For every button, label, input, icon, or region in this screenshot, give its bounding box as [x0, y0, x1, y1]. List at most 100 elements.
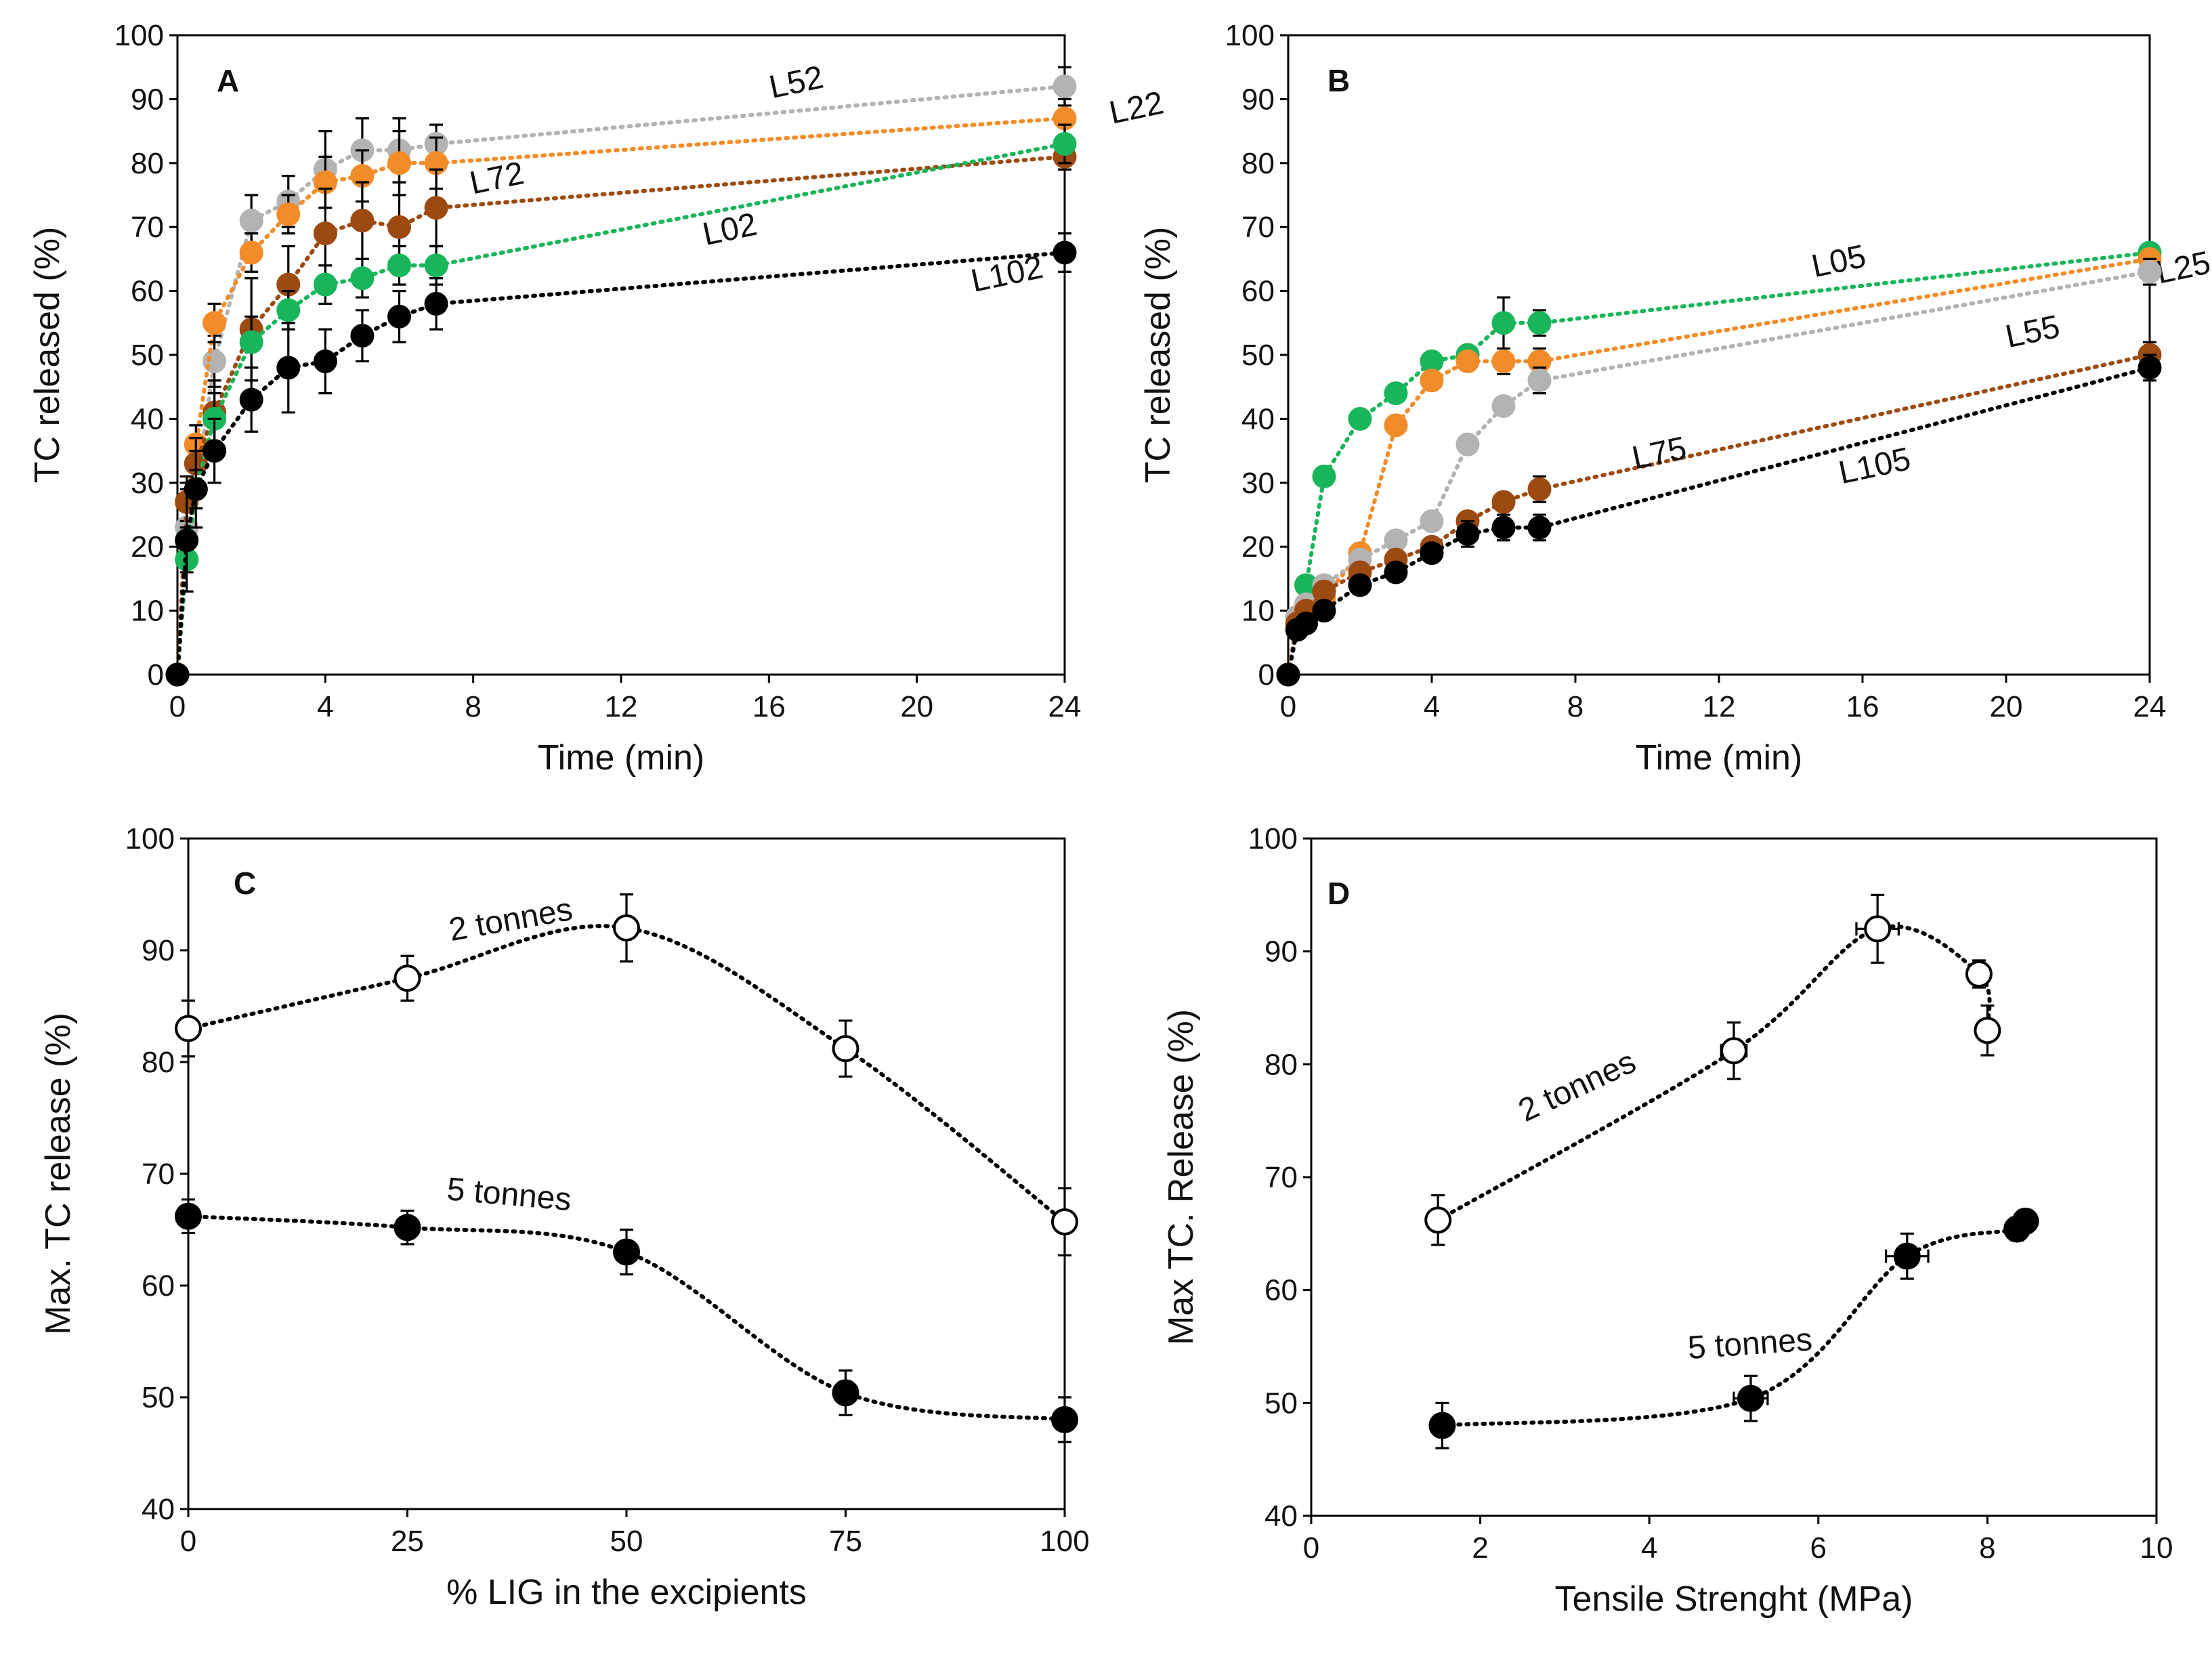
data-point [832, 1379, 859, 1407]
data-point [276, 298, 301, 322]
data-point [1491, 490, 1516, 514]
series-label: 2 tonnes [446, 891, 576, 948]
data-point [1491, 515, 1516, 540]
y-tick-label: 40 [142, 1493, 175, 1526]
data-point [424, 196, 448, 220]
y-tick-label: 20 [131, 530, 164, 564]
data-point [1276, 662, 1300, 687]
data-point [184, 477, 208, 501]
x-tick-label: 0 [169, 690, 186, 723]
y-tick-label: 80 [131, 147, 164, 180]
y-tick-label: 60 [142, 1269, 175, 1302]
data-point [1491, 394, 1516, 419]
y-tick-label: 90 [1264, 935, 1298, 969]
data-point [2137, 356, 2162, 380]
series-l02: L02 [165, 123, 1077, 687]
series-label: 5 tonnes [446, 1171, 573, 1218]
series-label: L72 [467, 155, 527, 201]
data-point [350, 324, 375, 348]
data-point [387, 215, 411, 239]
series-line [175, 251, 1067, 677]
data-point [1052, 131, 1077, 156]
x-tick-label: 8 [1979, 1531, 1995, 1565]
series-label: L52 [766, 60, 826, 106]
y-tick-label: 60 [1264, 1274, 1298, 1307]
y-axis-label: TC released (%) [1139, 227, 1178, 484]
data-point [1974, 1017, 2001, 1044]
x-tick-label: 75 [829, 1525, 862, 1558]
y-tick-label: 80 [142, 1046, 175, 1079]
data-point [350, 266, 375, 291]
series-l05: L05 [1276, 238, 2162, 687]
series-l105: L105 [1276, 354, 2162, 687]
series-line [175, 116, 1067, 677]
x-tick-label: 25 [391, 1525, 424, 1558]
data-point [613, 1238, 640, 1266]
data-point [387, 253, 411, 278]
y-tick-label: 50 [1241, 339, 1275, 372]
data-point [1312, 464, 1336, 488]
series-label: L05 [1808, 238, 1869, 284]
y-tick-label: 100 [1225, 19, 1275, 52]
data-point [1527, 515, 1552, 540]
y-tick-label: 50 [1264, 1386, 1298, 1420]
data-point [313, 349, 337, 373]
y-tick-label: 70 [1264, 1161, 1298, 1194]
data-point [387, 304, 411, 328]
data-point [424, 291, 448, 316]
series-l55: L55 [1276, 257, 2162, 687]
series-2-tonnes: 2 tonnes [1424, 893, 2001, 1246]
series-2-tonnes: 2 tonnes [175, 891, 1078, 1257]
x-tick-label: 4 [1641, 1531, 1657, 1565]
data-point [276, 202, 301, 226]
y-axis-label: TC released (%) [28, 227, 67, 484]
data-point [1348, 573, 1372, 597]
y-tick-label: 100 [125, 822, 175, 855]
y-tick-label: 70 [1241, 211, 1275, 244]
y-tick-label: 40 [1241, 402, 1275, 436]
y-tick-label: 100 [114, 19, 164, 52]
data-point [1527, 477, 1552, 501]
x-tick-label: 4 [1424, 690, 1440, 723]
data-point [1051, 1208, 1078, 1235]
y-tick-label: 90 [1241, 83, 1275, 116]
data-point [1455, 432, 1480, 457]
data-point [1455, 522, 1480, 546]
data-point [1424, 1206, 1452, 1234]
series-line [175, 154, 1067, 677]
series-l72: L72 [165, 142, 1077, 687]
data-point [203, 439, 227, 463]
series-line [175, 84, 1067, 677]
panel-C: 40 50 60 70 80 90 100 0 25 50 75 100 % LIG in the ex… [39, 822, 1090, 1612]
y-tick-label: 90 [142, 934, 175, 967]
data-point [1420, 368, 1444, 393]
data-point [1420, 509, 1444, 533]
y-tick-label: 70 [131, 211, 164, 244]
x-tick-label: 8 [1567, 690, 1583, 723]
data-point [832, 1035, 859, 1063]
series-label: L102 [968, 249, 1046, 299]
x-tick-label: 10 [2140, 1531, 2173, 1565]
y-tick-label: 50 [142, 1381, 175, 1414]
data-point [1052, 75, 1077, 99]
data-point [1384, 413, 1408, 438]
data-point [1737, 1384, 1764, 1412]
data-point [2137, 259, 2162, 284]
series-label: L105 [1835, 441, 1913, 491]
data-point [424, 253, 448, 278]
y-tick-label: 60 [131, 275, 164, 308]
panel-B: 0 10 20 30 40 50 60 70 80 90 100 0 4 8 12 16 20 24 Time (m… [1139, 19, 2212, 778]
series-l22: L22 [165, 85, 1167, 687]
data-point [175, 1202, 202, 1230]
data-point [203, 349, 227, 373]
panel-label: D [1327, 876, 1350, 911]
data-point [1420, 541, 1444, 566]
x-tick-label: 0 [1280, 690, 1296, 723]
data-point [394, 964, 421, 992]
x-tick-label: 20 [900, 690, 933, 723]
series-label: L55 [2002, 309, 2062, 355]
x-tick-label: 20 [1990, 690, 2023, 723]
series-l52: L52 [165, 60, 1077, 687]
x-tick-label: 4 [317, 690, 333, 723]
data-point [1455, 349, 1480, 373]
